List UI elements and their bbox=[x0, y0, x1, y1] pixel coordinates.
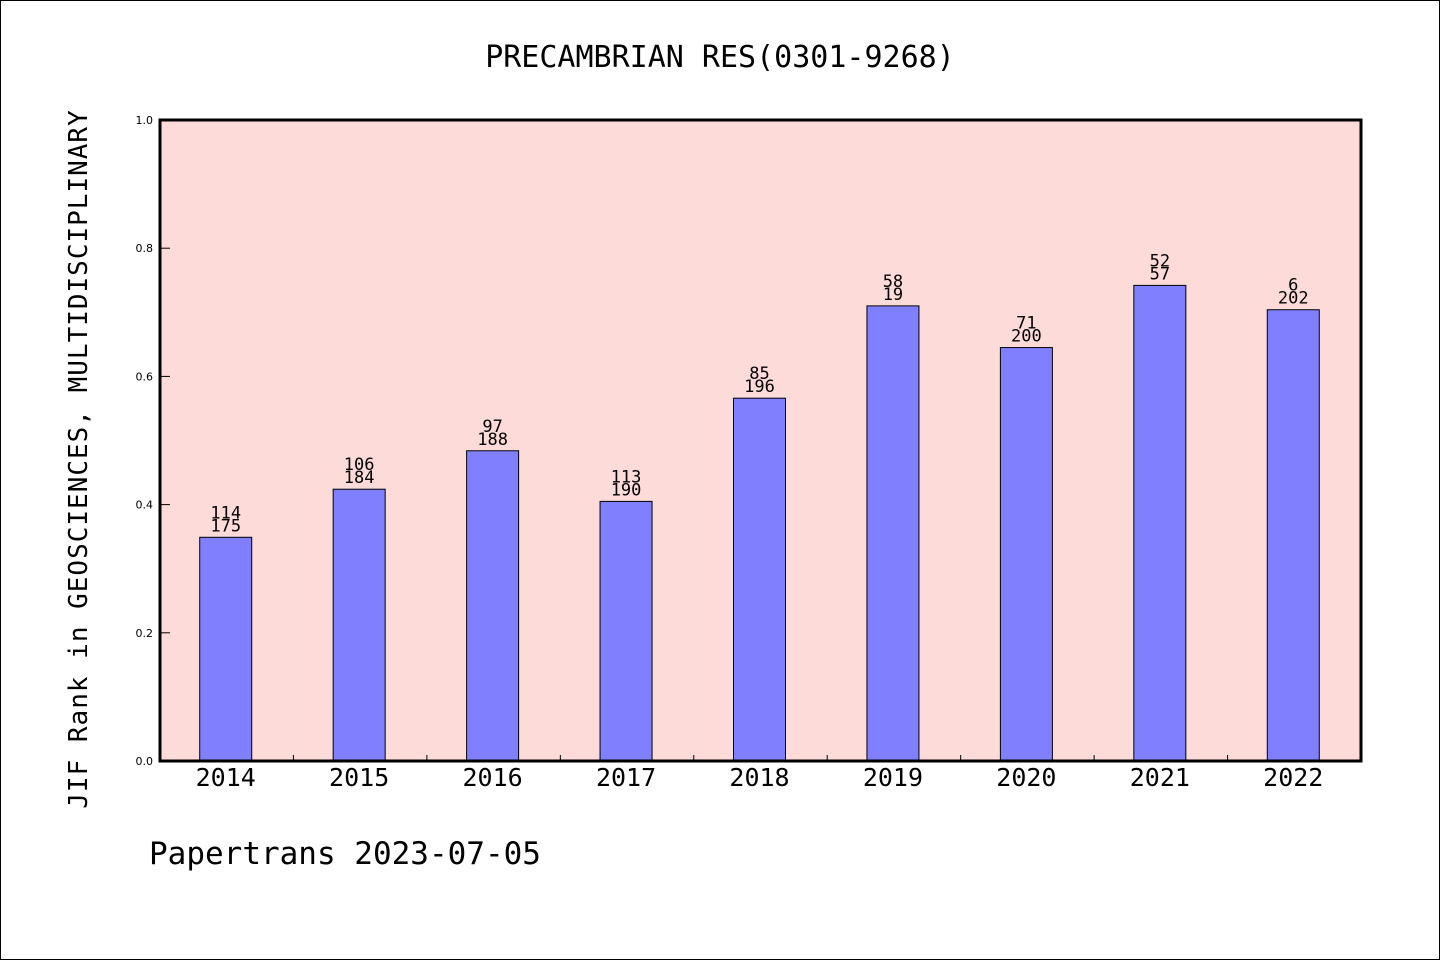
rank-label-2014: 114 bbox=[210, 503, 241, 523]
bar-2018 bbox=[733, 397, 786, 762]
rank-label-2021: 52 bbox=[1150, 251, 1170, 271]
x-tick-label-2020: 2020 bbox=[996, 763, 1056, 792]
rank-label-2020: 71 bbox=[1016, 314, 1036, 334]
bar-2015 bbox=[332, 488, 386, 762]
bar-2021 bbox=[1133, 284, 1187, 762]
bar-2020 bbox=[999, 347, 1053, 762]
y-tick-label: 1.0 bbox=[136, 114, 154, 127]
chart-title: PRECAMBRIAN RES(0301-9268) bbox=[485, 40, 955, 75]
bar-2017 bbox=[599, 500, 653, 762]
rank-label-2022: 6 bbox=[1288, 276, 1298, 296]
x-tick-label-2018: 2018 bbox=[729, 763, 789, 792]
total-label-2019: 19 bbox=[883, 285, 903, 305]
total-label-2022: 202 bbox=[1278, 289, 1309, 309]
bar-2022 bbox=[1266, 309, 1320, 762]
total-label-2015: 184 bbox=[344, 468, 375, 488]
x-tick-label-2014: 2014 bbox=[196, 763, 256, 792]
y-tick-label: 0.4 bbox=[136, 499, 154, 512]
x-tick-label-2021: 2021 bbox=[1130, 763, 1190, 792]
y-tick-label: 0.0 bbox=[136, 755, 154, 768]
x-tick-label-2016: 2016 bbox=[463, 763, 523, 792]
total-label-2018: 196 bbox=[744, 377, 775, 397]
rank-label-2019: 58 bbox=[883, 272, 903, 292]
x-tick-label-2015: 2015 bbox=[329, 763, 389, 792]
y-tick-label: 0.2 bbox=[136, 627, 154, 640]
bar-2019 bbox=[866, 305, 920, 762]
rank-label-2015: 106 bbox=[344, 455, 375, 475]
y-tick-label: 0.8 bbox=[136, 242, 154, 255]
total-label-2014: 175 bbox=[210, 516, 241, 536]
bar-2016 bbox=[466, 450, 520, 762]
rank-label-2017: 113 bbox=[611, 467, 642, 487]
x-tick-label-2017: 2017 bbox=[596, 763, 656, 792]
rank-label-2016: 97 bbox=[482, 417, 502, 437]
y-tick-label: 0.6 bbox=[136, 370, 154, 383]
plot-border bbox=[158, 118, 1363, 763]
x-tick-label-2019: 2019 bbox=[863, 763, 923, 792]
total-label-2016: 188 bbox=[477, 430, 508, 450]
total-label-2017: 190 bbox=[611, 480, 642, 500]
y-axis-label: JIF Rank in GEOSCIENCES, MULTIDISCIPLINA… bbox=[64, 109, 94, 808]
footer-credit: Papertrans 2023-07-05 bbox=[149, 836, 541, 872]
total-label-2021: 57 bbox=[1150, 264, 1170, 284]
rank-label-2018: 85 bbox=[749, 364, 769, 384]
bar-2014 bbox=[199, 536, 253, 762]
total-label-2020: 200 bbox=[1011, 327, 1042, 347]
x-tick-label-2022: 2022 bbox=[1263, 763, 1323, 792]
